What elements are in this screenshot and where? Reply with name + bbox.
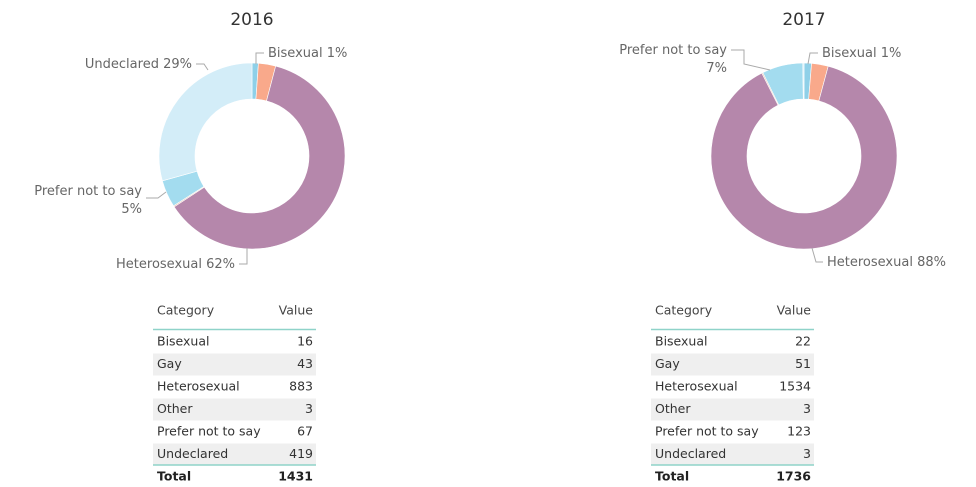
data-label: Prefer not to say 5% — [34, 184, 142, 217]
chart-title: 2017 — [782, 10, 825, 30]
table-cell: Other — [655, 401, 691, 416]
data-label: Heterosexual 62% — [116, 257, 235, 272]
label-value: 88% — [917, 255, 946, 270]
table-cell: 51 — [795, 356, 811, 371]
table-cell: Other — [157, 401, 193, 416]
label-category: Bisexual — [268, 46, 323, 61]
row-band — [153, 398, 316, 421]
row-band — [153, 443, 316, 466]
table-total: 1736 — [776, 469, 811, 484]
table-cell: 3 — [305, 401, 313, 416]
label-value: 29% — [163, 57, 192, 72]
table-cell: Bisexual — [655, 334, 707, 349]
donut-slice — [173, 65, 346, 250]
chart-title: 2016 — [230, 10, 273, 30]
donut-slice — [158, 62, 253, 182]
data-label: Bisexual 1% — [268, 46, 347, 61]
leader-line — [239, 248, 248, 265]
table-header: Category — [655, 303, 713, 318]
table-cell: Undeclared — [157, 446, 228, 461]
table-cell: Prefer not to say — [157, 424, 261, 439]
table-header: Value — [777, 303, 812, 318]
leader-line — [196, 63, 209, 71]
row-band — [153, 353, 316, 376]
label-value: 62% — [206, 257, 235, 272]
table-cell: 3 — [803, 446, 811, 461]
table-cell: Heterosexual — [157, 379, 240, 394]
label-category: Undeclared — [85, 57, 159, 72]
label-category: Bisexual — [822, 46, 877, 61]
table-total: 1431 — [278, 469, 313, 484]
table-cell: Prefer not to say — [655, 424, 759, 439]
table-cell: 67 — [297, 424, 313, 439]
label-value: 5% — [121, 202, 142, 217]
table-cell: 1534 — [779, 379, 811, 394]
label-category: Prefer not to say — [34, 184, 142, 199]
data-label: Undeclared 29% — [85, 57, 192, 72]
data-label: Prefer not to say 7% — [619, 43, 727, 76]
label-category: Heterosexual — [116, 257, 202, 272]
table-total: Total — [655, 469, 689, 484]
data-label: Heterosexual 88% — [827, 255, 946, 270]
table-cell: 3 — [803, 401, 811, 416]
table-header: Category — [157, 303, 215, 318]
label-value: 1% — [881, 46, 902, 61]
label-category: Heterosexual — [827, 255, 913, 270]
leader-line — [811, 247, 823, 263]
table-cell: 419 — [289, 446, 313, 461]
leader-line — [731, 49, 771, 71]
row-band — [651, 353, 814, 376]
leader-line — [255, 52, 264, 64]
donut-slice — [710, 65, 898, 250]
table-cell: 22 — [795, 334, 811, 349]
leader-line — [807, 52, 818, 65]
table-cell: Heterosexual — [655, 379, 738, 394]
table-total: Total — [157, 469, 191, 484]
table-cell: Bisexual — [157, 334, 209, 349]
label-value: 7% — [706, 61, 727, 76]
row-band — [651, 398, 814, 421]
leader-line — [146, 191, 167, 199]
table-cell: 123 — [787, 424, 811, 439]
table-header: Value — [279, 303, 314, 318]
label-category: Prefer not to say — [619, 43, 727, 58]
row-band — [651, 443, 814, 466]
data-label: Bisexual 1% — [822, 46, 901, 61]
table-cell: 16 — [297, 334, 313, 349]
label-value: 1% — [327, 46, 348, 61]
table-cell: Undeclared — [655, 446, 726, 461]
table-cell: Gay — [655, 356, 680, 371]
table-cell: 43 — [297, 356, 313, 371]
table-cell: 883 — [289, 379, 313, 394]
table-cell: Gay — [157, 356, 182, 371]
donut-slice — [802, 62, 805, 100]
